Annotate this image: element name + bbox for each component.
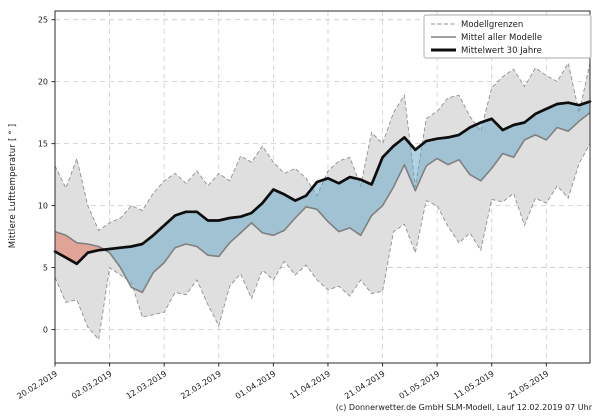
climate-mean-line (53, 100, 592, 266)
y-tick-label: 10 (38, 202, 48, 211)
y-tick-label: 5 (43, 264, 48, 273)
legend-label: Modellgrenzen (461, 20, 523, 30)
x-tick-label: 22.03.2019 (179, 369, 223, 401)
anomaly-fills (55, 101, 590, 293)
series-lines (53, 100, 592, 294)
x-tick-label: 21.04.2019 (343, 369, 387, 401)
y-tick-label: 0 (43, 326, 48, 335)
y-tick-label: 20 (38, 78, 48, 87)
model-mean-line (54, 111, 591, 294)
y-axis-title: Mittlere Lufttemperatur [ ° ] (8, 123, 18, 249)
x-tick-label: 01.05.2019 (398, 369, 442, 401)
copyright-credit: (c) Donnerwetter.de GmbH SLM-Modell, Lau… (335, 403, 592, 412)
x-tick-label: 12.03.2019 (125, 369, 169, 401)
x-tick-label: 11.04.2019 (288, 369, 332, 401)
legend: Modellgrenzen Mittel aller Modelle Mittelw… (423, 14, 592, 59)
x-tick-label: 21.05.2019 (507, 369, 551, 401)
y-tick-label: 15 (38, 140, 48, 149)
x-tick-label: 20.02.2019 (15, 369, 59, 401)
x-tick-label: 01.04.2019 (234, 369, 278, 401)
legend-label: Mittelwert 30 Jahre (461, 46, 542, 56)
y-tick-label: 25 (38, 16, 48, 25)
x-tick-label: 11.05.2019 (452, 369, 496, 401)
legend-label: Mittel aller Modelle (461, 33, 542, 43)
x-tick-label: 02.03.2019 (70, 369, 114, 401)
